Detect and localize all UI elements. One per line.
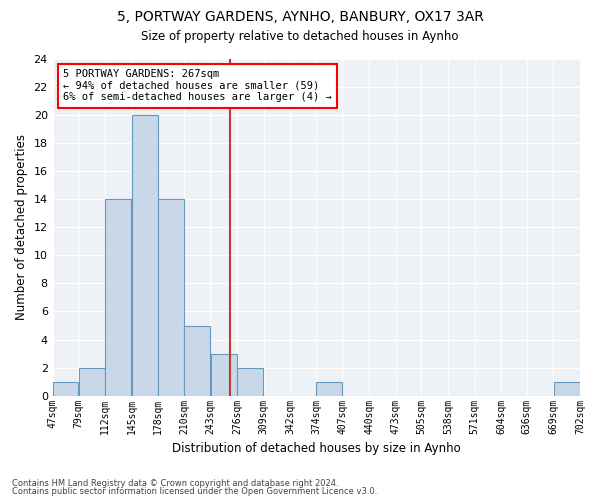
- Text: 5 PORTWAY GARDENS: 267sqm
← 94% of detached houses are smaller (59)
6% of semi-d: 5 PORTWAY GARDENS: 267sqm ← 94% of detac…: [63, 69, 332, 102]
- Text: Contains HM Land Registry data © Crown copyright and database right 2024.: Contains HM Land Registry data © Crown c…: [12, 478, 338, 488]
- Bar: [211, 354, 237, 396]
- Bar: [79, 368, 105, 396]
- Y-axis label: Number of detached properties: Number of detached properties: [15, 134, 28, 320]
- Bar: [554, 382, 580, 396]
- Text: Size of property relative to detached houses in Aynho: Size of property relative to detached ho…: [141, 30, 459, 43]
- Bar: [158, 200, 184, 396]
- Bar: [237, 368, 263, 396]
- Text: Contains public sector information licensed under the Open Government Licence v3: Contains public sector information licen…: [12, 487, 377, 496]
- Bar: [316, 382, 342, 396]
- Bar: [53, 382, 78, 396]
- Text: 5, PORTWAY GARDENS, AYNHO, BANBURY, OX17 3AR: 5, PORTWAY GARDENS, AYNHO, BANBURY, OX17…: [116, 10, 484, 24]
- Bar: [184, 326, 210, 396]
- Bar: [132, 115, 158, 396]
- Bar: [105, 200, 131, 396]
- X-axis label: Distribution of detached houses by size in Aynho: Distribution of detached houses by size …: [172, 442, 461, 455]
